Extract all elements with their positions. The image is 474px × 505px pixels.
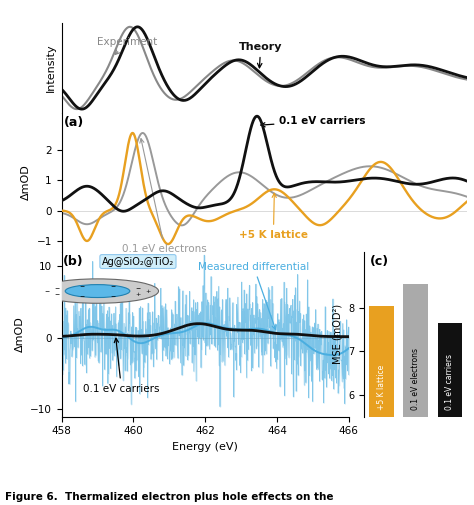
Text: −: − [136,285,141,290]
Text: Ag@SiO₂@TiO₂: Ag@SiO₂@TiO₂ [102,257,174,267]
Text: Experiment: Experiment [97,37,157,55]
Circle shape [36,279,158,304]
Y-axis label: ΔmOD: ΔmOD [21,165,31,200]
Text: 0.1 eV electrons: 0.1 eV electrons [411,348,420,410]
Text: 0.1 eV carriers: 0.1 eV carriers [261,116,366,127]
Text: Theory: Theory [239,42,283,68]
Text: 0.1 eV carriers: 0.1 eV carriers [83,338,160,393]
Text: Figure 6.  Thermalized electron plus hole effects on the: Figure 6. Thermalized electron plus hole… [5,492,333,502]
Text: +5 K lattice: +5 K lattice [377,365,386,410]
Text: −: − [54,292,59,297]
Text: (c): (c) [369,255,389,268]
Bar [438,323,462,505]
Text: 0.1 eV carriers: 0.1 eV carriers [446,354,455,410]
Text: −: − [79,294,85,299]
Text: (a): (a) [64,116,84,129]
Text: +: + [145,288,150,293]
Circle shape [65,285,130,297]
Text: +: + [136,292,141,297]
Y-axis label: ΔmOD: ΔmOD [15,316,25,352]
Text: −: − [54,285,59,290]
Text: −: − [110,283,116,288]
Text: Measured differential: Measured differential [198,262,309,329]
Text: −: − [110,294,116,299]
Y-axis label: MSE (mOD²): MSE (mOD²) [333,304,343,364]
Text: 0.1 eV electrons: 0.1 eV electrons [122,139,207,254]
X-axis label: Energy (eV): Energy (eV) [172,442,238,452]
Bar [369,306,394,505]
Text: −: − [79,283,85,288]
Text: −: − [45,288,50,293]
Y-axis label: Intensity: Intensity [46,43,56,92]
Bar [403,284,428,505]
Text: (b): (b) [63,255,84,268]
Text: +5 K lattice: +5 K lattice [239,193,308,240]
